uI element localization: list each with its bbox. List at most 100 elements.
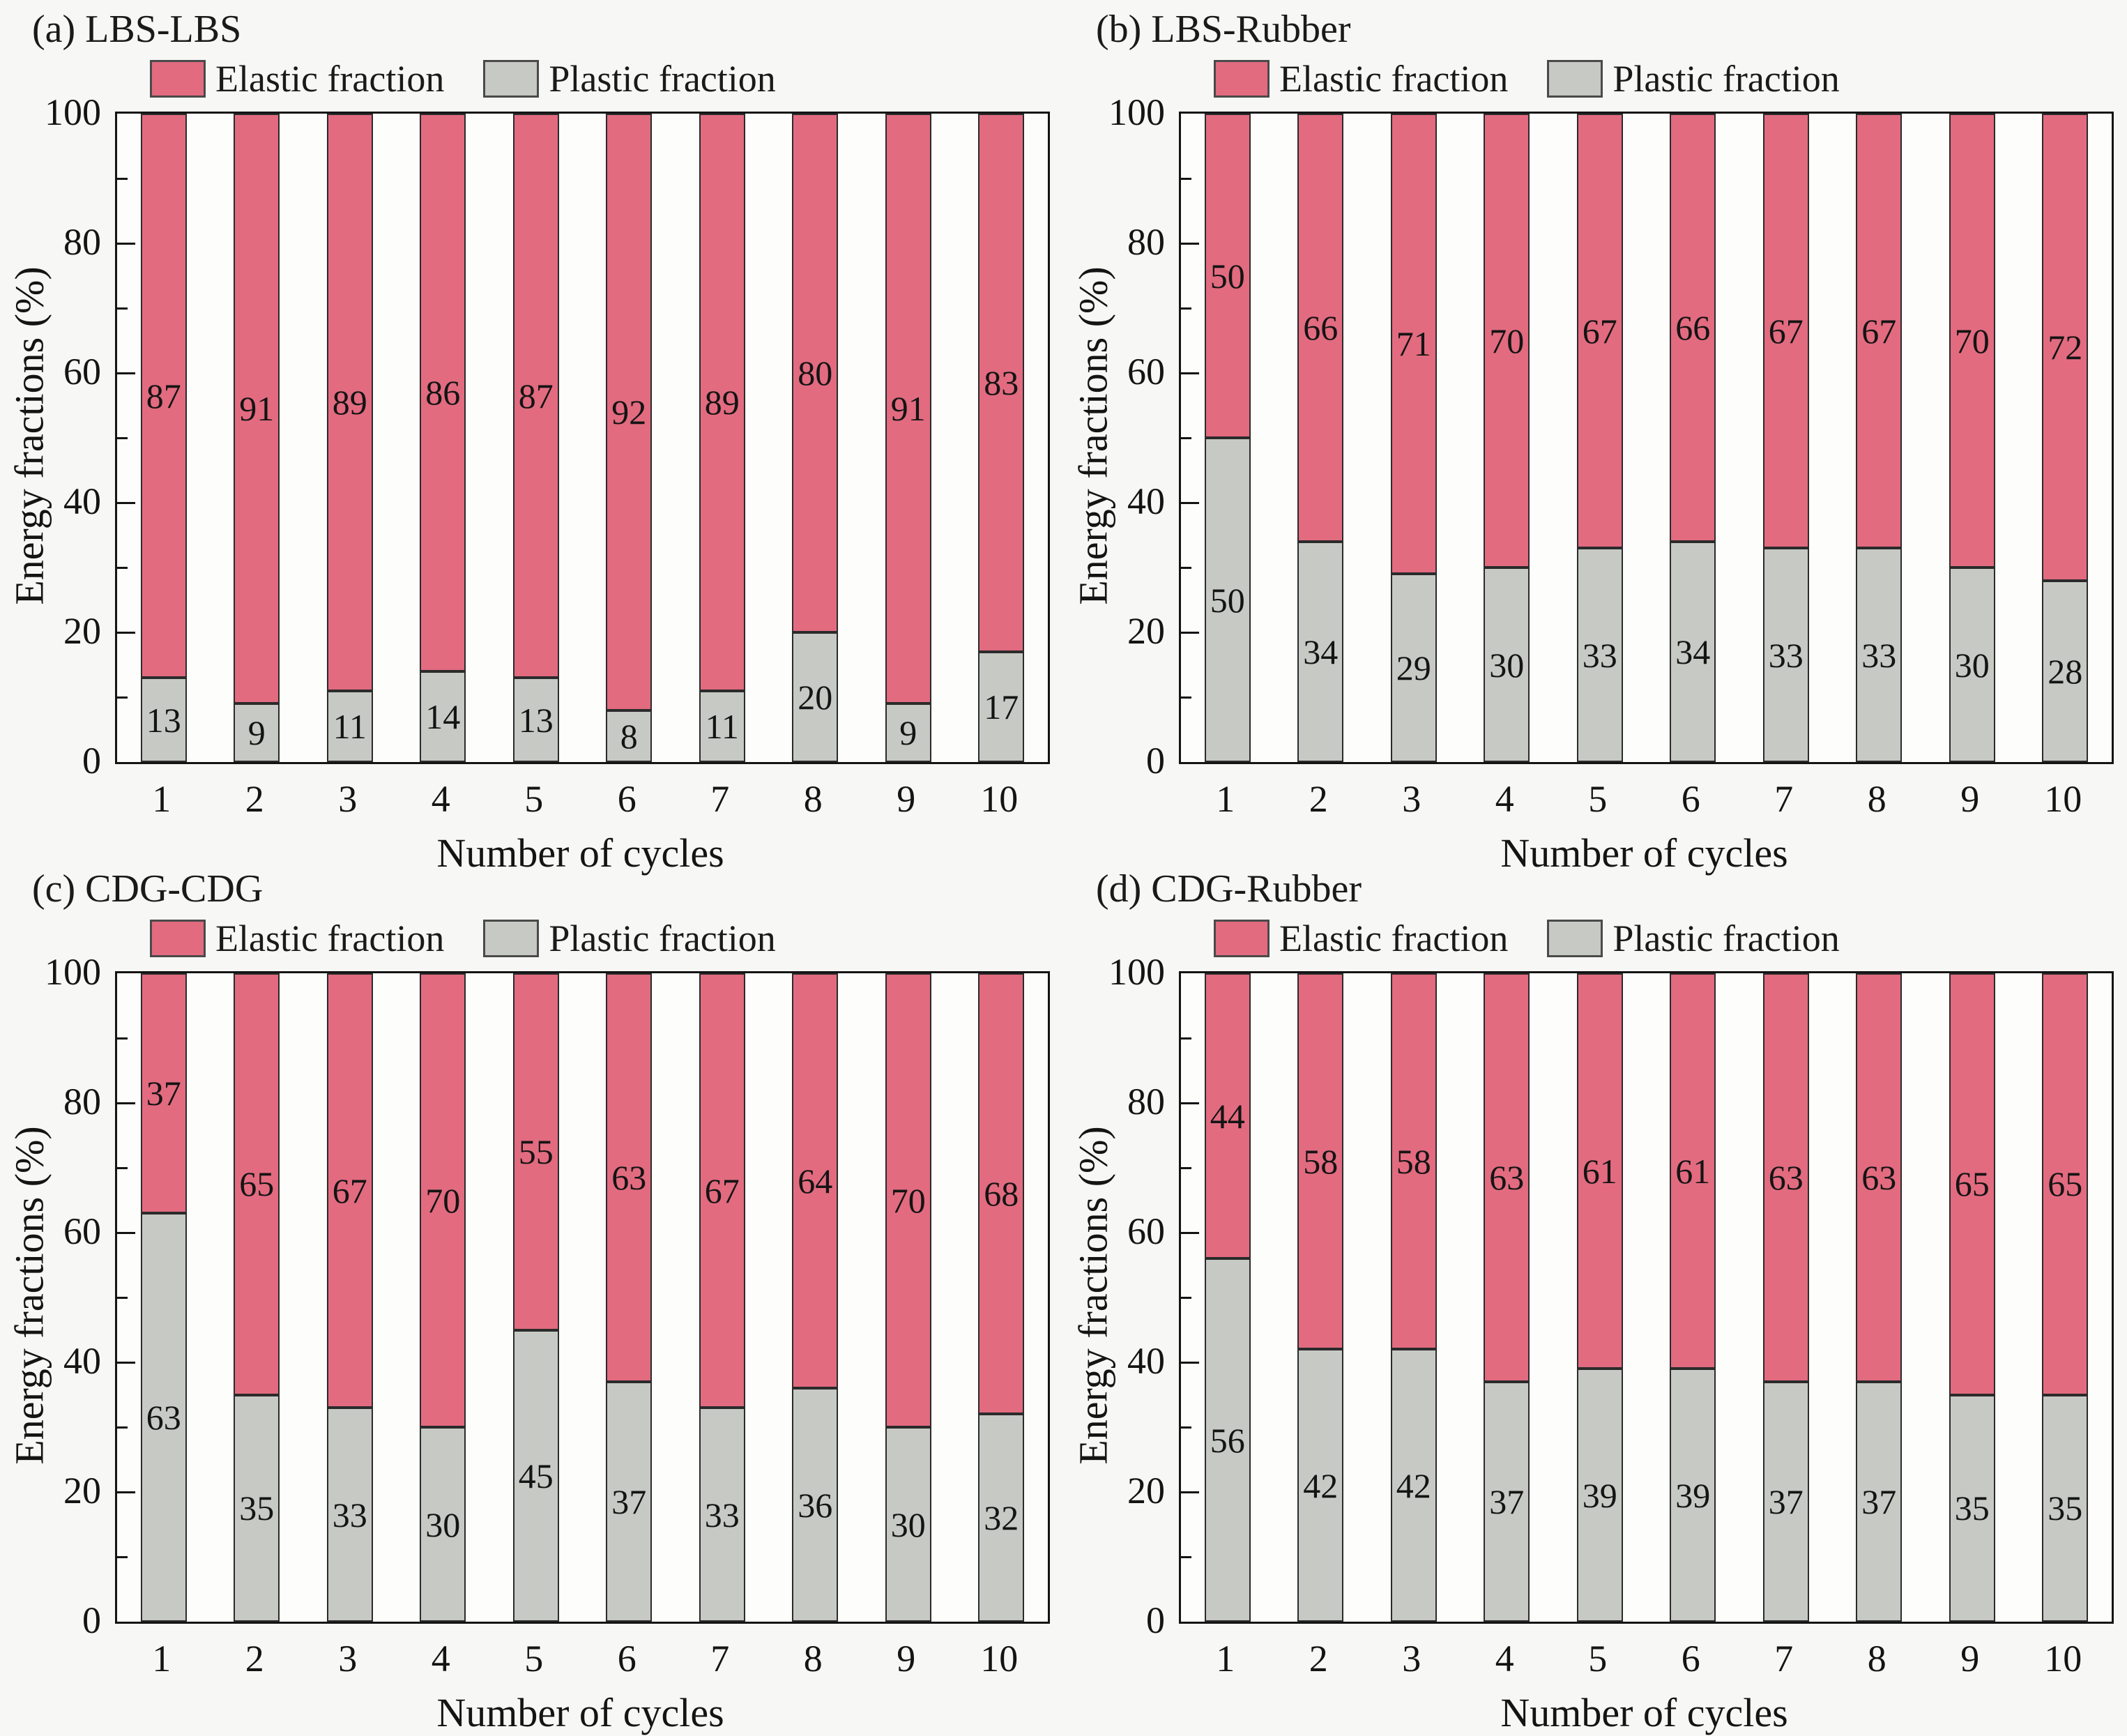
segment-elastic — [1762, 973, 1809, 1382]
value-label-elastic: 44 — [1210, 1096, 1245, 1136]
value-label-elastic: 91 — [890, 389, 926, 429]
y-minor-tick — [1181, 307, 1191, 310]
segment-elastic — [1297, 114, 1344, 542]
x-tick-label: 5 — [524, 1638, 544, 1680]
y-tick-label: 100 — [1108, 951, 1165, 993]
legend-label-plastic: Plastic fraction — [1613, 58, 1840, 100]
segment-elastic — [1204, 114, 1251, 438]
legend-label-plastic: Plastic fraction — [549, 918, 776, 959]
segment-plastic — [1762, 1381, 1809, 1622]
y-major-tick — [117, 631, 135, 634]
y-minor-tick — [1181, 1166, 1191, 1169]
legend-label-plastic: Plastic fraction — [549, 58, 776, 100]
legend: Elastic fraction Plastic fraction — [1214, 59, 1879, 99]
segment-plastic — [885, 1427, 931, 1622]
y-tick-label: 80 — [63, 221, 101, 263]
legend-swatch-plastic — [483, 60, 540, 98]
legend-label-elastic: Elastic fraction — [215, 918, 445, 959]
value-label-elastic: 70 — [1954, 321, 1990, 360]
value-label-elastic: 70 — [890, 1180, 926, 1220]
segment-plastic — [1670, 1369, 1716, 1622]
x-tick-label: 9 — [897, 778, 916, 820]
value-label-plastic: 9 — [247, 713, 266, 753]
y-major-tick — [1181, 631, 1199, 634]
y-minor-tick — [117, 566, 128, 569]
value-label-elastic: 61 — [1582, 1151, 1617, 1191]
y-axis-title: Energy fractions (%) — [6, 1126, 52, 1465]
y-tick-label: 100 — [45, 951, 101, 993]
plot-area-d: 44 56 58 42 58 42 63 37 61 39 61 39 63 37 63 37 65 35 65 35 — [1179, 971, 2114, 1624]
segment-plastic — [420, 1427, 466, 1622]
segment-plastic — [1856, 548, 1903, 762]
value-label-plastic: 30 — [425, 1505, 461, 1544]
x-tick-label: 10 — [2044, 778, 2082, 820]
legend: Elastic fraction Plastic fraction — [1214, 918, 1879, 959]
y-tick-label: 0 — [1146, 1599, 1165, 1641]
value-label-elastic: 70 — [425, 1180, 461, 1220]
x-tick-label: 2 — [245, 1638, 264, 1680]
segment-plastic — [606, 1381, 653, 1622]
segment-plastic — [140, 678, 187, 762]
value-label-plastic: 33 — [1861, 635, 1897, 675]
value-label-plastic: 33 — [332, 1495, 367, 1535]
y-major-tick — [1181, 1361, 1199, 1364]
value-label-plastic: 30 — [890, 1505, 926, 1544]
y-tick-label: 80 — [1127, 221, 1165, 263]
plot-area-a: 87 13 91 9 89 11 86 14 87 13 92 8 89 11 80 20 91 9 83 17 — [115, 112, 1050, 764]
segment-plastic — [326, 690, 373, 762]
segment-plastic — [885, 703, 931, 762]
value-label-plastic: 35 — [1954, 1488, 1990, 1528]
y-tick-label: 60 — [1127, 351, 1165, 393]
segment-plastic — [699, 690, 745, 762]
panel-title-d: (d) CDG-Rubber — [1096, 867, 1362, 911]
segment-plastic — [1576, 1369, 1623, 1622]
y-major-tick — [117, 1231, 135, 1234]
y-axis-title: Energy fractions (%) — [6, 266, 52, 605]
value-label-elastic: 87 — [146, 376, 181, 416]
x-tick-label: 5 — [524, 778, 544, 820]
segment-elastic — [978, 114, 1025, 652]
segment-plastic — [1297, 541, 1344, 762]
segment-elastic — [512, 973, 559, 1330]
value-label-plastic: 34 — [1675, 632, 1711, 671]
x-axis-title: Number of cycles — [436, 830, 724, 876]
value-label-plastic: 45 — [518, 1456, 554, 1495]
y-minor-tick — [1181, 177, 1191, 180]
x-tick-label: 4 — [1495, 778, 1514, 820]
panel-c: (c) CDG-CDG Elastic fraction Plastic fract… — [0, 860, 1063, 1735]
x-tick-label: 2 — [1309, 1638, 1328, 1680]
value-label-elastic: 87 — [518, 376, 554, 416]
y-tick-label: 80 — [63, 1081, 101, 1122]
y-major-tick — [117, 1102, 135, 1104]
value-label-elastic: 55 — [518, 1132, 554, 1171]
segment-elastic — [699, 114, 745, 691]
y-minor-tick — [1181, 1296, 1191, 1299]
x-tick-label: 5 — [1588, 1638, 1608, 1680]
value-label-elastic: 65 — [1954, 1164, 1990, 1204]
plot-area-b: 50 50 66 34 71 29 70 30 67 33 66 34 67 33 67 33 70 30 72 28 — [1179, 112, 2114, 764]
value-label-plastic: 13 — [146, 700, 181, 740]
segment-plastic — [234, 703, 280, 762]
x-tick-label: 9 — [1960, 778, 1980, 820]
value-label-elastic: 67 — [704, 1171, 740, 1210]
value-label-plastic: 50 — [1210, 580, 1245, 620]
x-tick-label: 9 — [897, 1638, 916, 1680]
x-axis-title: Number of cycles — [1500, 830, 1788, 876]
segment-elastic — [792, 973, 839, 1389]
value-label-plastic: 39 — [1582, 1475, 1617, 1515]
y-tick-label: 100 — [45, 91, 101, 133]
y-tick-label: 20 — [1127, 1470, 1165, 1512]
value-label-elastic: 65 — [239, 1164, 275, 1204]
segment-elastic — [1856, 114, 1903, 549]
y-tick-label: 60 — [1127, 1210, 1165, 1252]
value-label-plastic: 28 — [2048, 651, 2083, 691]
value-label-elastic: 86 — [425, 372, 461, 412]
value-label-elastic: 67 — [332, 1171, 367, 1210]
y-major-tick — [1181, 242, 1199, 245]
y-axis-title: Energy fractions (%) — [1070, 266, 1116, 605]
y-major-tick — [117, 372, 135, 374]
segment-elastic — [1390, 114, 1437, 574]
segment-plastic — [1949, 1394, 1995, 1622]
segment-elastic — [2042, 114, 2089, 581]
